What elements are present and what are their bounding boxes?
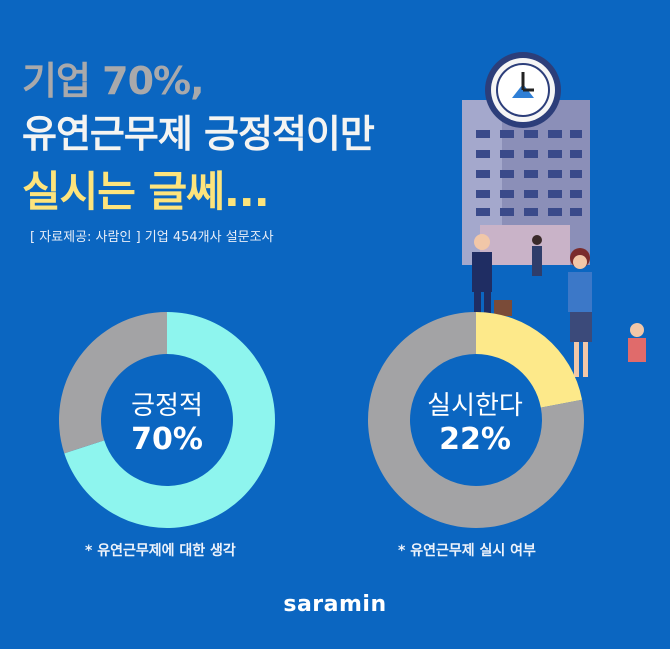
center-value: 70% <box>131 422 203 457</box>
clock-icon <box>485 52 561 128</box>
donut-slice-highlight <box>476 312 583 408</box>
headline-line1: 기업 70%, <box>22 59 205 103</box>
center-value: 22% <box>439 422 511 457</box>
headline-line3: 실시는 글쎄... <box>22 167 270 216</box>
caption-opinion: * 유연근무제에 대한 생각 <box>85 543 236 559</box>
donut-chart-implementation <box>367 312 584 528</box>
saramin-logo: saramin <box>283 592 387 617</box>
caption-implementation: * 유연근무제 실시 여부 <box>398 543 536 559</box>
donut-chart-opinion <box>58 312 276 528</box>
people-illustration <box>472 234 646 377</box>
donut-slice-rest <box>58 312 167 454</box>
source-note: [ 자료제공: 사람인 ] 기업 454개사 설문조사 <box>30 230 274 245</box>
donut-slice-highlight <box>64 312 276 528</box>
donut-center-implementation: 실시한다 22% <box>405 385 545 457</box>
headline-line2: 유연근무제 긍정적이만 <box>22 112 375 156</box>
center-label: 실시한다 <box>427 391 523 421</box>
donut-slice-rest <box>367 312 584 528</box>
donut-center-opinion: 긍정적 70% <box>97 385 237 457</box>
center-label: 긍정적 <box>131 391 203 421</box>
building <box>462 100 590 265</box>
